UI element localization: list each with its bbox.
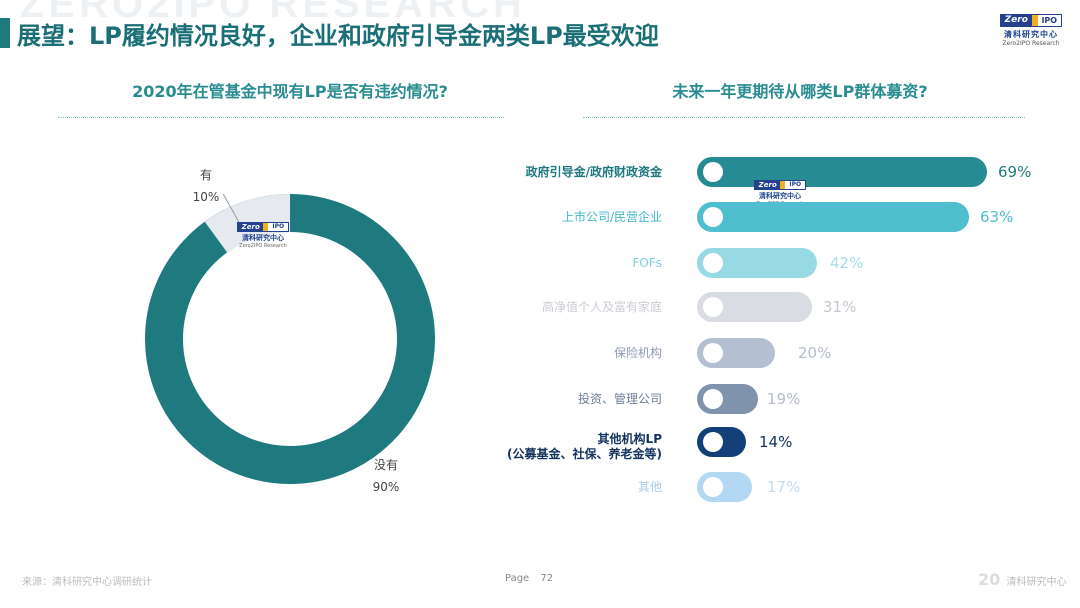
- title-accent-bar: [0, 18, 10, 48]
- bar-label: 保险机构: [613, 345, 662, 360]
- bar-label: 其他: [637, 479, 662, 494]
- bar-label-main: 其他机构LP: [597, 432, 662, 446]
- page-title: 展望：LP履约情况良好，企业和政府引导金两类LP最受欢迎: [17, 22, 659, 50]
- donut-slice-yes: [145, 194, 435, 484]
- logo-badge-icon: Zero IPO: [1000, 14, 1062, 27]
- watermark-badge-icon: Zero IPO: [754, 180, 806, 190]
- bar-label: 政府引导金/政府财政资金: [525, 164, 662, 179]
- logo-cn-text: 清科研究中心: [1004, 30, 1058, 39]
- bar: [697, 338, 775, 368]
- left-panel-title: 2020年在管基金中现有LP是否有违约情况?: [132, 82, 448, 101]
- logo-2-mark: [1031, 15, 1038, 26]
- bar: [697, 202, 969, 232]
- bar-label: 投资、管理公司: [577, 391, 662, 406]
- bar-value: 63%: [980, 208, 1014, 226]
- footer-source: 来源：清科研究中心调研统计: [22, 577, 152, 588]
- bar-row: 上市公司/民营企业 63%: [480, 200, 1060, 234]
- footer-page: Page 72: [505, 573, 553, 584]
- bar-row: 高净值个人及富有家庭 31%: [480, 290, 1060, 324]
- bar-label-sub: (公募基金、社保、养老金等): [507, 447, 662, 461]
- slice-label-no: 没有 90%: [366, 454, 406, 498]
- brand-logo: Zero IPO 清科研究中心 Zero2IPO Research: [1000, 14, 1062, 47]
- bar-row: 保险机构 20%: [480, 336, 1060, 370]
- bar-value: 14%: [759, 433, 793, 451]
- bar: [697, 427, 746, 457]
- slice-label-yes: 有 10%: [188, 164, 224, 208]
- wm-cn: 清科研究中心: [242, 234, 284, 242]
- wm-brand-right: IPO: [785, 181, 805, 189]
- bar-row: FOFs 42%: [480, 246, 1060, 280]
- bar-label: 其他机构LP (公募基金、社保、养老金等): [507, 427, 662, 467]
- bar: [697, 292, 812, 322]
- right-divider: [583, 117, 1025, 118]
- logo-brand-right: IPO: [1041, 16, 1058, 25]
- bar-knob-icon: [703, 389, 723, 409]
- bar-knob-icon: [703, 162, 723, 182]
- bar-label: 高净值个人及富有家庭: [541, 299, 662, 314]
- bar-knob-icon: [703, 477, 723, 497]
- footer-logo-text: 清科研究中心: [1006, 577, 1067, 588]
- bar: [697, 157, 987, 187]
- bar: [697, 384, 758, 414]
- bar-value: 20%: [798, 344, 832, 362]
- donut-chart: [145, 194, 435, 484]
- bar-value: 31%: [823, 298, 857, 316]
- wm-2-mark: [263, 223, 269, 231]
- leader-line: [222, 194, 241, 225]
- logo-brand-left: Zero: [1001, 15, 1032, 26]
- slice-yes-value: 10%: [192, 190, 220, 204]
- wm-brand-left: Zero: [755, 181, 781, 189]
- wm-2-mark: [780, 181, 786, 189]
- bar-row: 政府引导金/政府财政资金 69%: [480, 155, 1060, 189]
- bar-value: 19%: [767, 390, 801, 408]
- bar-knob-icon: [703, 207, 723, 227]
- bar-row: 投资、管理公司 19%: [480, 382, 1060, 416]
- bar-knob-icon: [703, 432, 723, 452]
- bar-value: 17%: [767, 478, 801, 496]
- bar-row: 其他机构LP (公募基金、社保、养老金等) 14%: [480, 425, 1060, 461]
- watermark-logo-left: Zero IPO 清科研究中心 Zero2IPO Research: [237, 222, 289, 249]
- left-divider: [58, 117, 504, 118]
- page-label: Page: [505, 573, 530, 584]
- bar-knob-icon: [703, 297, 723, 317]
- footer-logo: 20 清科研究中心: [978, 570, 1066, 589]
- wm-brand-right: IPO: [268, 223, 288, 231]
- logo-en-text: Zero2IPO Research: [1002, 40, 1060, 47]
- right-panel-title: 未来一年更期待从哪类LP群体募资?: [672, 82, 928, 101]
- watermark-badge-icon: Zero IPO: [237, 222, 289, 232]
- bar-label: FOFs: [632, 255, 662, 270]
- slice-yes-name: 有: [199, 168, 212, 182]
- wm-brand-left: Zero: [238, 223, 264, 231]
- bar-value: 69%: [998, 163, 1032, 181]
- bar: [697, 248, 817, 278]
- slice-no-name: 没有: [373, 458, 398, 472]
- slice-no-value: 90%: [372, 480, 400, 494]
- bar-label: 上市公司/民营企业: [561, 209, 662, 224]
- wm-cn: 清科研究中心: [759, 192, 801, 200]
- page-number: 72: [540, 573, 554, 584]
- bar-knob-icon: [703, 253, 723, 273]
- footer-logo-number-icon: 20: [978, 570, 1001, 589]
- background-watermark: ZERO2IPO RESEARCH: [20, 0, 526, 26]
- wm-en: Zero2IPO Research: [239, 243, 287, 249]
- donut-slice-no: [145, 194, 435, 484]
- bar: [697, 472, 752, 502]
- bar-knob-icon: [703, 343, 723, 363]
- bar-value: 42%: [830, 254, 864, 272]
- bar-row: 其他 17%: [480, 470, 1060, 504]
